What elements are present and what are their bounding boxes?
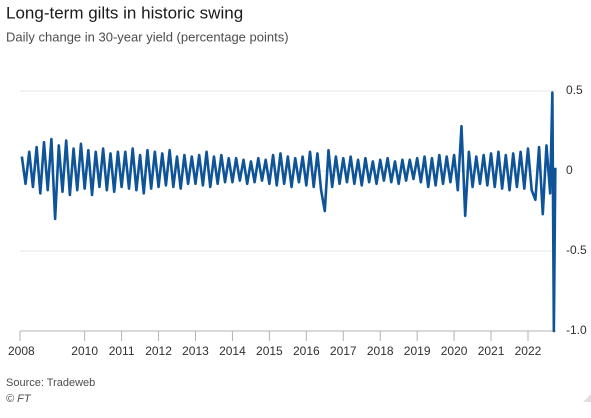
x-tick-label: 2013	[182, 344, 209, 358]
x-tick-label: 2014	[219, 344, 246, 358]
credit: © FT	[6, 393, 32, 405]
y-tick-label: 0.5	[566, 83, 583, 97]
y-tick-label: -0.5	[566, 243, 587, 257]
x-tick-label: 2019	[404, 344, 431, 358]
y-tick-label: -1.0	[566, 323, 587, 337]
x-tick-label: 2017	[330, 344, 357, 358]
x-tick-label: 2015	[256, 344, 283, 358]
x-tick-label: 2011	[109, 344, 135, 358]
corner-mark	[583, 394, 591, 402]
y-tick-label: 0	[566, 163, 573, 177]
x-tick-label: 2010	[71, 344, 98, 358]
x-tick-label: 2021	[478, 344, 505, 358]
chart-title: Long-term gilts in historic swing	[6, 3, 243, 22]
x-tick-label: 2018	[367, 344, 394, 358]
x-tick-label: 2020	[441, 344, 468, 358]
chart-subtitle: Daily change in 30-year yield (percentag…	[6, 29, 289, 44]
x-tick-label: 2016	[293, 344, 320, 358]
source: Source: Tradeweb	[6, 377, 95, 389]
x-tick-label: 2012	[145, 344, 172, 358]
series-line	[20, 91, 557, 333]
x-tick-label: 2008	[8, 344, 35, 358]
x-tick-label: 2022	[515, 344, 542, 358]
